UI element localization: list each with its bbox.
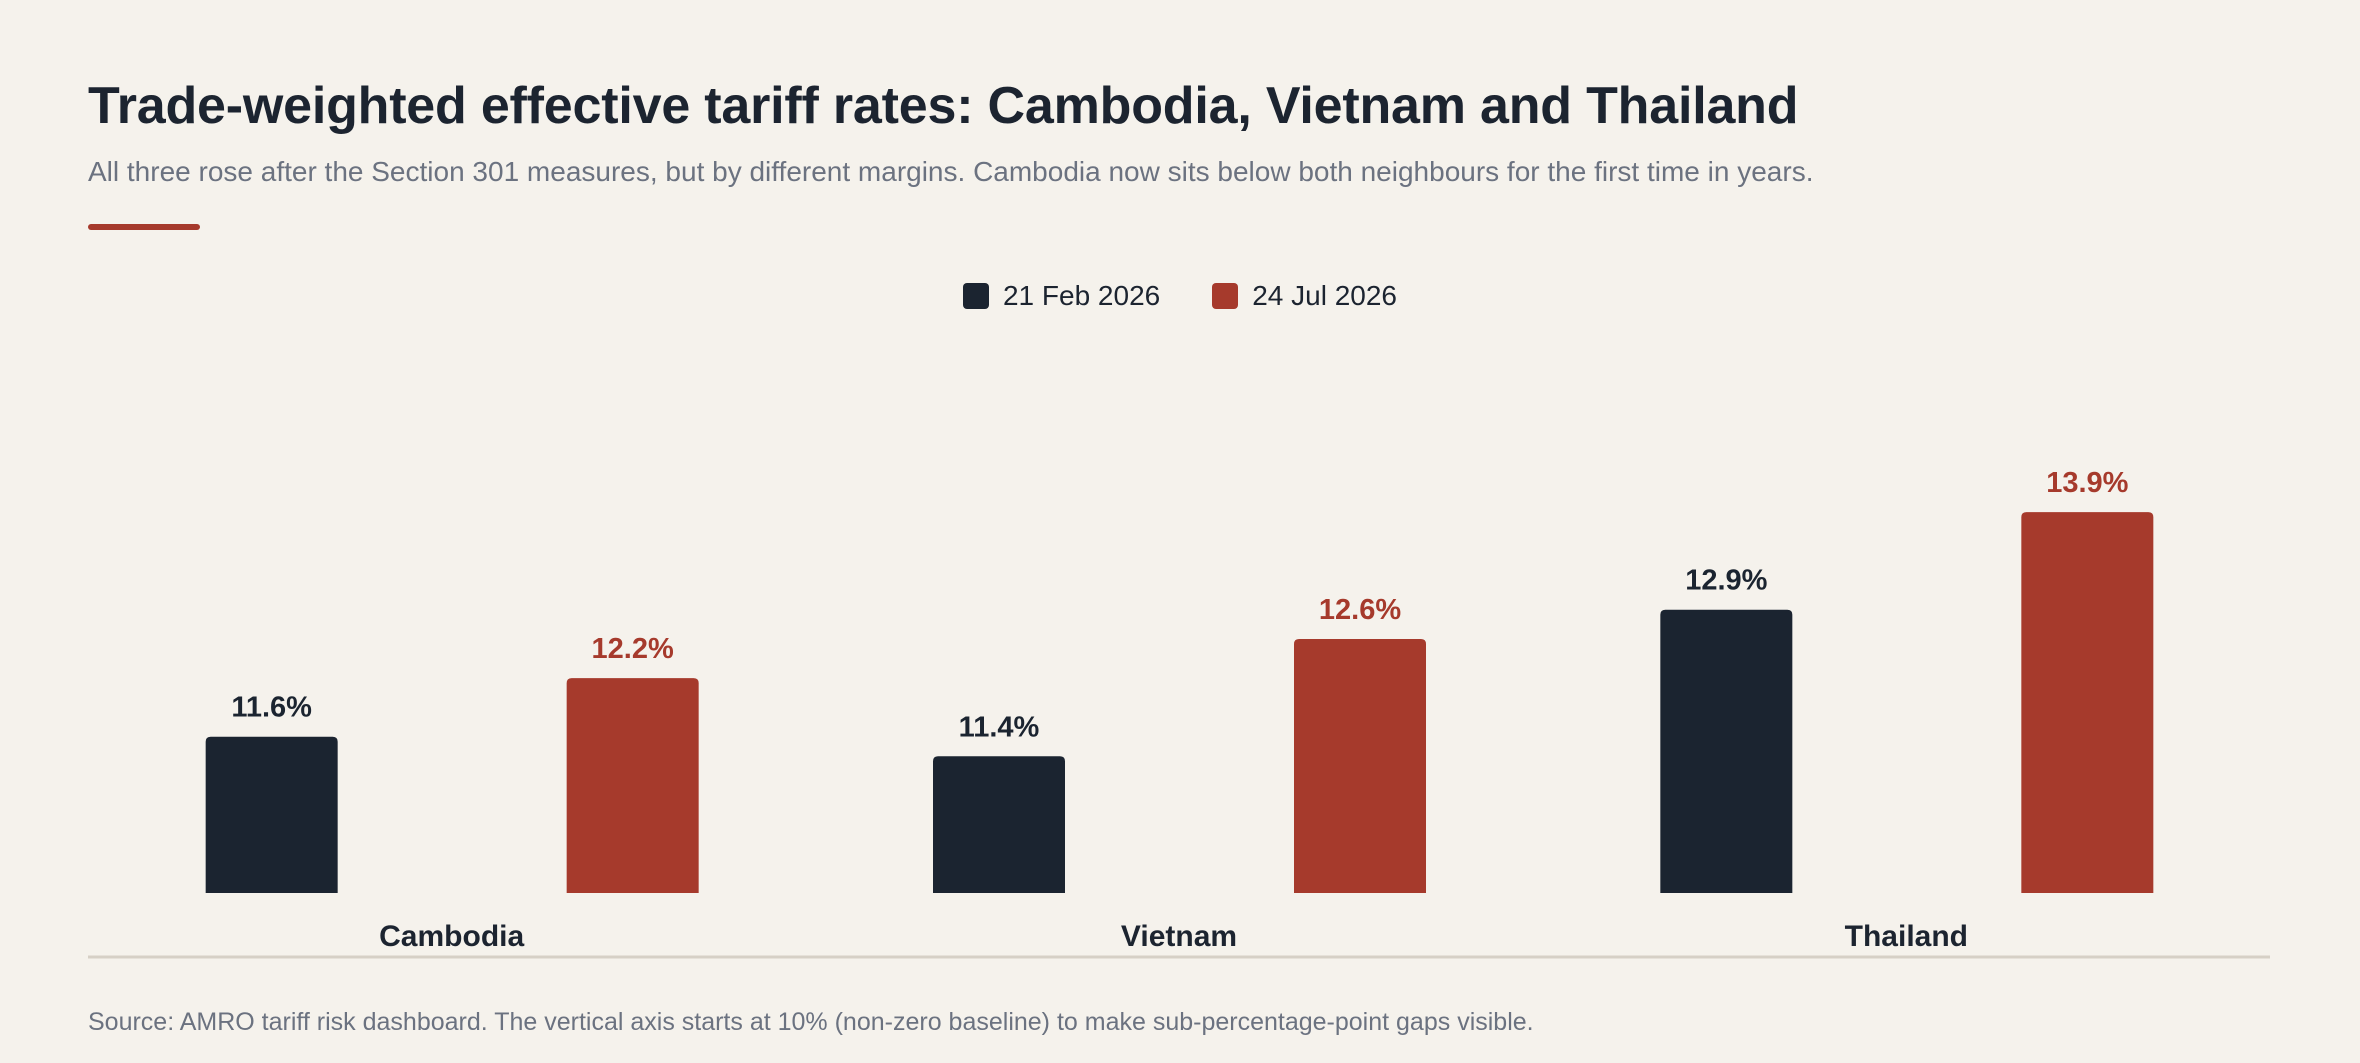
- bar-thailand-series-1: [2021, 512, 2154, 893]
- chart-title: Trade-weighted effective tariff rates: C…: [88, 77, 1799, 135]
- data-label-vietnam-series-0: 11.4%: [959, 711, 1040, 743]
- data-label-cambodia-series-0: 11.6%: [231, 692, 312, 724]
- data-label-thailand-series-0: 12.9%: [1685, 565, 1767, 597]
- legend-swatch-jul: [1212, 283, 1239, 309]
- bar-cambodia-series-1: [566, 678, 699, 893]
- bar-cambodia-series-0: [205, 736, 338, 893]
- category-label-cambodia: Cambodia: [379, 920, 524, 953]
- category-label-thailand: Thailand: [1845, 920, 1968, 953]
- legend-label-jul: 24 Jul 2026: [1252, 280, 1398, 311]
- bar-thailand-series-0: [1660, 609, 1793, 893]
- source-note: Source: AMRO tariff risk dashboard. The …: [88, 1008, 1534, 1036]
- bar-vietnam-series-0: [933, 756, 1065, 893]
- bar-vietnam-series-1: [1294, 639, 1426, 893]
- data-label-thailand-series-1: 13.9%: [2046, 467, 2128, 499]
- legend-item-jul: 24 Jul 2026: [1212, 280, 1397, 312]
- data-label-cambodia-series-1: 12.2%: [592, 633, 674, 665]
- chart-subtitle: All three rose after the Section 301 mea…: [88, 156, 1814, 187]
- legend-label-feb: 21 Feb 2026: [1002, 280, 1161, 311]
- data-label-vietnam-series-1: 12.6%: [1319, 594, 1401, 626]
- accent-rule: [88, 224, 200, 230]
- chart-legend: 21 Feb 2026 24 Jul 2026: [0, 280, 2360, 312]
- legend-item-feb: 21 Feb 2026: [962, 280, 1161, 312]
- category-label-vietnam: Vietnam: [1121, 920, 1237, 953]
- legend-swatch-feb: [962, 283, 989, 309]
- bar-chart: 11.6% 12.2% Cambodia 11.4% 12.6% Vietnam 12.9%…: [88, 467, 2270, 959]
